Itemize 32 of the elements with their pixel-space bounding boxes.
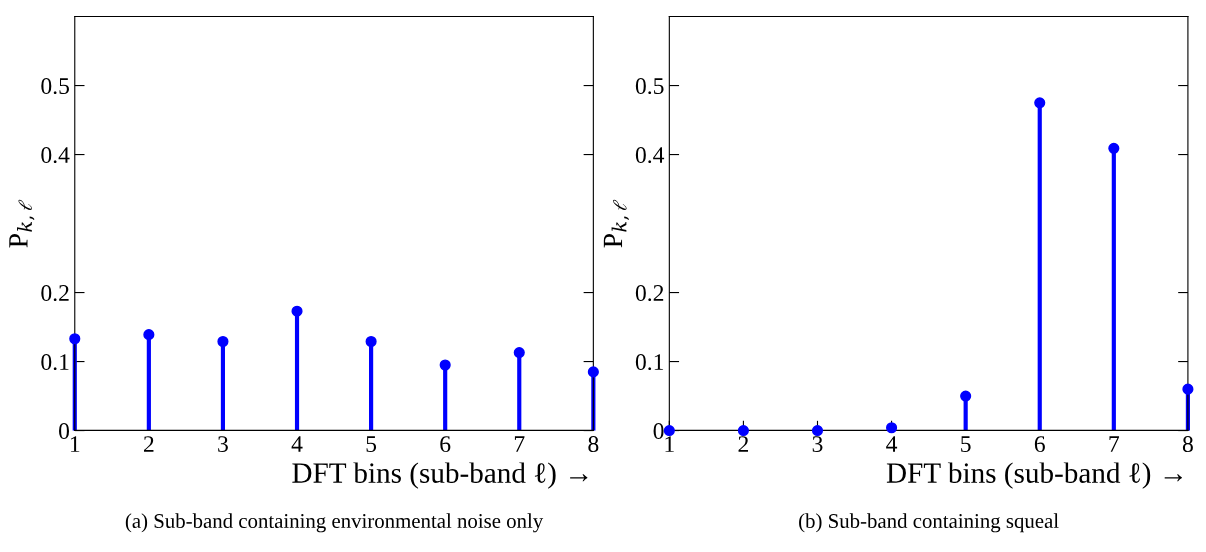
x-axis-title: DFT bins (sub-band ℓ) → — [292, 462, 588, 489]
y-tick-label: 0 — [59, 423, 70, 439]
x-tick-label: 6 — [1034, 436, 1045, 453]
y-tick-label: 0.1 — [635, 354, 664, 371]
x-tick-label: 2 — [738, 436, 749, 452]
y-tick-label: 0.1 — [41, 354, 69, 371]
x-tick-label: 5 — [366, 436, 377, 453]
y-tick-label: 0.2 — [41, 285, 69, 302]
y-tick-label: 0.5 — [41, 78, 69, 95]
x-tick-label: 7 — [514, 436, 525, 452]
x-tick-label: 8 — [1182, 436, 1193, 453]
x-axis-title: DFT bins (sub-band ℓ) → — [886, 462, 1182, 489]
x-tick-label: 1 — [665, 436, 674, 452]
y-tick-label: 0.4 — [41, 147, 70, 164]
text: (b) Sub-band containing squeal — [799, 513, 1059, 533]
y-axis-title: P$_{k,ℓ}$ — [603, 199, 630, 248]
y-tick-label: 0 — [653, 423, 664, 439]
x-tick-label: 3 — [812, 436, 823, 453]
x-tick-label: 8 — [588, 436, 599, 453]
x-tick-label: 2 — [143, 436, 154, 452]
y-tick-label: 0.2 — [635, 285, 664, 302]
x-tick-label: 5 — [961, 436, 971, 453]
x-tick-label: 3 — [218, 436, 228, 453]
x-tick-label: 6 — [440, 436, 451, 453]
text: (a) Sub-band containing environmental noise only — [125, 513, 544, 533]
y-tick-label: 0.4 — [635, 147, 665, 164]
x-tick-label: 1 — [70, 436, 80, 452]
y-tick-label: 0.5 — [635, 78, 664, 95]
y-axis-title: P$_{k,ℓ}$ — [9, 199, 35, 248]
x-tick-label: 4 — [886, 436, 898, 452]
x-tick-label: 7 — [1109, 436, 1120, 452]
x-tick-label: 4 — [291, 436, 303, 452]
